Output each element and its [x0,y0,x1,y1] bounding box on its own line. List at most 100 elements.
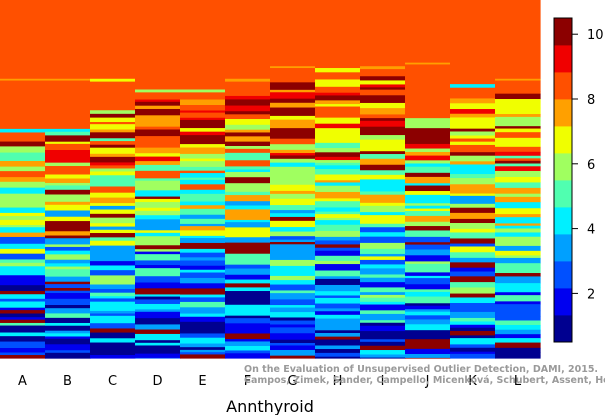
heatmap-cell [405,339,451,347]
heatmap-cell [90,298,136,303]
heatmap-cell [315,356,361,359]
heatmap-cell [225,345,271,352]
heatmap-cell [495,267,541,274]
heatmap-cell [0,332,46,337]
heatmap-cell [225,304,271,312]
heatmap-cell [315,214,361,219]
heatmap-cell [90,354,136,359]
heatmap-cell [180,272,226,279]
heatmap-cell [0,282,46,286]
heatmap-cell [180,331,226,335]
heatmap-cell [225,268,271,276]
heatmap-cell [90,171,136,176]
heatmap-cell [450,113,496,119]
heatmap-cell [360,194,406,199]
heatmap-cell [270,112,316,117]
heatmap-cell [405,315,451,321]
heatmap-cell [360,164,406,171]
heatmap-cell [315,165,361,170]
heatmap-cell [495,202,541,209]
heatmap-cell [90,192,136,199]
heatmap-cell [90,168,136,173]
heatmap-cell [360,339,406,343]
heatmap-cell [270,280,316,286]
heatmap-cell [0,348,46,354]
heatmap-cell [225,333,271,340]
heatmap-cell [45,128,91,133]
heatmap-cell [360,76,406,82]
heatmap-cell [180,104,226,112]
heatmap-cell [135,215,181,220]
heatmap-cell [315,72,361,81]
heatmap-cell [495,257,541,264]
heatmap-cell [0,269,46,276]
heatmap-cell [90,181,136,188]
heatmap-cell [225,231,271,238]
heatmap-cell [180,349,226,353]
heatmap-cell [315,297,361,305]
heatmap-cell [360,294,406,299]
heatmap-cell [225,95,271,101]
heatmap-cell [180,230,226,237]
heatmap-cell [315,135,361,141]
heatmap-cell [360,185,406,193]
heatmap-cell [270,149,316,154]
heatmap-cell [135,348,181,355]
heatmap-cell [315,352,361,358]
heatmap-cell [360,313,406,319]
heatmap-cell [45,189,91,196]
heatmap-cell [450,203,496,209]
heatmap-cell [405,324,451,331]
heatmap-cell [180,170,226,174]
heatmap-cell [270,128,316,133]
heatmap-cell [90,124,136,131]
heatmap-cell [180,147,226,155]
heatmap-cell [180,139,226,145]
heatmap-cell [90,0,136,80]
heatmap-cell [315,106,361,113]
heatmap-cell [180,269,226,274]
heatmap-cell [495,283,541,288]
heatmap-cell [270,290,316,294]
colorbar-ticks: 2 4 6 8 10 [572,28,604,302]
heatmap-cell [495,128,541,133]
colorbar-swatch [554,72,572,100]
heatmap-cell [360,139,406,147]
heatmap-cell [450,321,496,326]
heatmap-cell [90,240,136,247]
heatmap-cell [450,252,496,259]
heatmap-cell [450,317,496,323]
heatmap-cell [135,236,181,243]
x-tick-label: C [108,374,117,389]
heatmap-column-g [270,0,316,359]
heatmap-cell [0,181,46,189]
heatmap-cell [270,162,316,168]
heatmap-cell [315,0,361,69]
heatmap-cell [495,287,541,293]
heatmap-cell [450,303,496,309]
heatmap-cell [360,242,406,250]
heatmap-cell [360,174,406,181]
heatmap-cell [315,303,361,309]
heatmap-cell [45,185,91,191]
heatmap-cell [360,357,406,359]
heatmap-cell [135,282,181,289]
heatmap-cell [405,299,451,304]
heatmap-cell [180,307,226,315]
heatmap-cell [0,193,46,201]
heatmap-cell [225,78,271,83]
heatmap-cell [0,146,46,154]
heatmap-cell [360,354,406,359]
heatmap-cell [450,287,496,295]
heatmap-cell [90,113,136,119]
heatmap-cell [135,271,181,277]
heatmap-cell [405,151,451,157]
heatmap-cell [180,347,226,351]
heatmap-cell [135,196,181,200]
heatmap-cell [135,115,181,122]
heatmap-cell [360,158,406,166]
heatmap-cell [45,344,91,351]
heatmap-cell [450,135,496,140]
heatmap-cell [90,81,136,111]
heatmap-cell [45,149,91,154]
